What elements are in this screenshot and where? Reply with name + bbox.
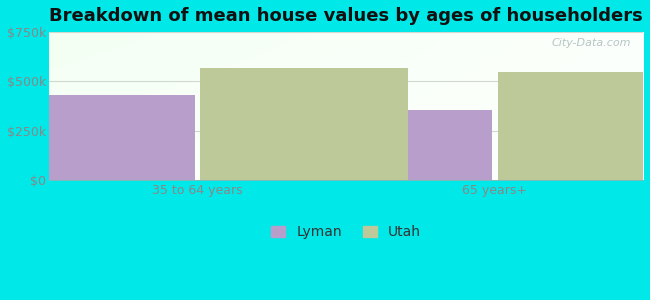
Bar bbox=[283, 110, 491, 180]
Bar bbox=[497, 72, 650, 180]
Legend: Lyman, Utah: Lyman, Utah bbox=[266, 220, 426, 245]
Text: City-Data.com: City-Data.com bbox=[552, 38, 631, 48]
Title: Breakdown of mean house values by ages of householders: Breakdown of mean house values by ages o… bbox=[49, 7, 643, 25]
Bar bbox=[0, 95, 194, 180]
Bar bbox=[200, 68, 408, 180]
